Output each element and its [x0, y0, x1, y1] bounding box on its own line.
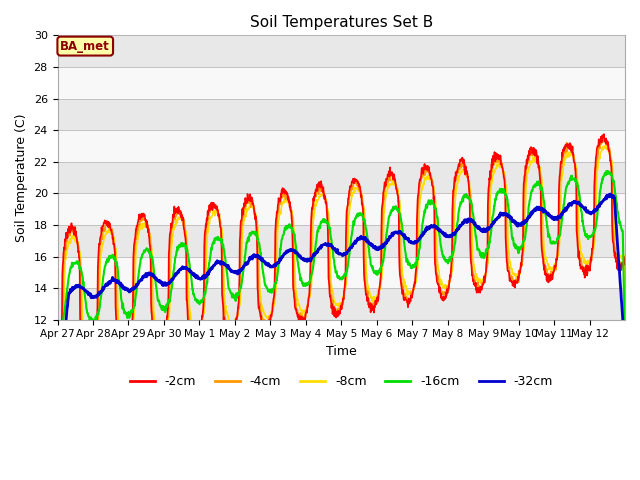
- Y-axis label: Soil Temperature (C): Soil Temperature (C): [15, 113, 28, 242]
- Text: BA_met: BA_met: [60, 39, 110, 53]
- Bar: [58, 193, 625, 225]
- Title: Soil Temperatures Set B: Soil Temperatures Set B: [250, 15, 433, 30]
- Bar: [58, 67, 625, 98]
- Bar: [58, 36, 625, 67]
- Bar: [58, 256, 625, 288]
- X-axis label: Time: Time: [326, 345, 356, 358]
- Bar: [58, 130, 625, 162]
- Bar: [58, 98, 625, 130]
- Bar: [58, 288, 625, 320]
- Legend: -2cm, -4cm, -8cm, -16cm, -32cm: -2cm, -4cm, -8cm, -16cm, -32cm: [125, 370, 558, 393]
- Bar: [58, 225, 625, 256]
- Bar: [58, 162, 625, 193]
